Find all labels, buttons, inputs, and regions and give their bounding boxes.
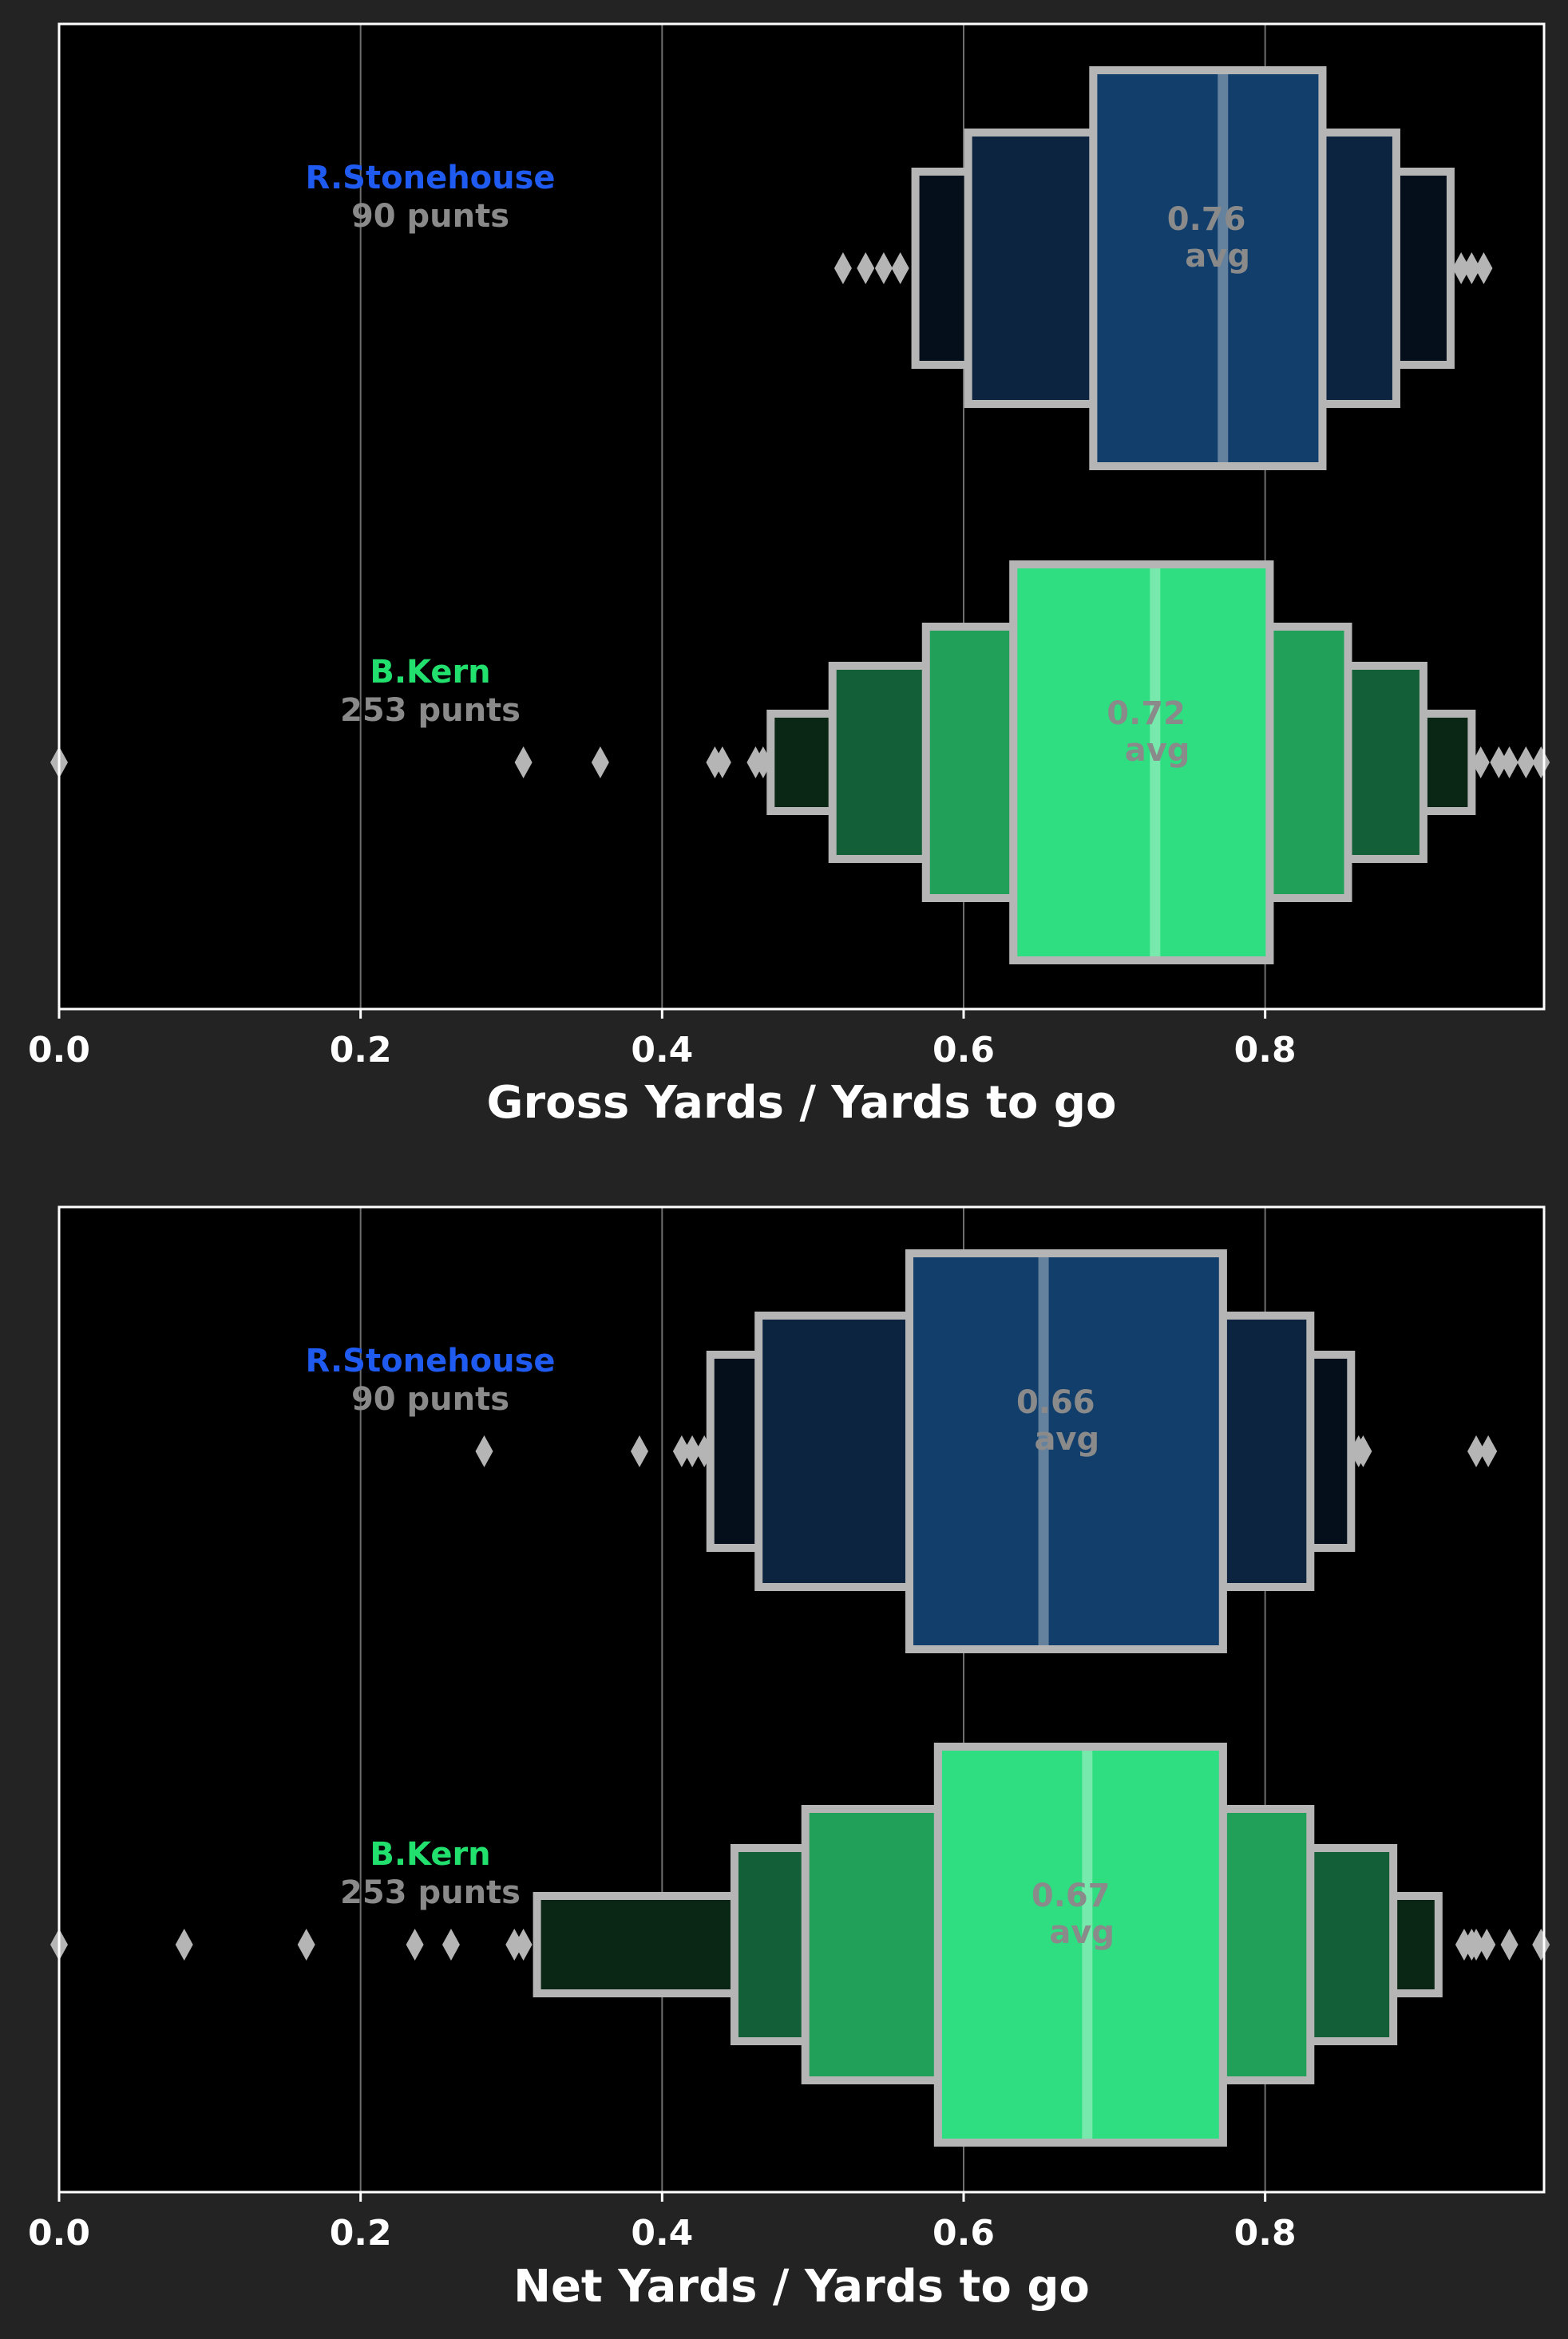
outlier-marker [406, 1929, 424, 1961]
outlier-marker [514, 1929, 533, 1961]
net-tick-label: 0.8 [1234, 2213, 1297, 2254]
gross-tick-label: 0.0 [28, 1030, 90, 1071]
gross-x-ticks: 0.0 0.2 0.4 0.6 0.8 [28, 1009, 1297, 1071]
gross-plot-frame [57, 22, 1546, 1011]
outlier-marker [672, 1435, 691, 1467]
boxen-central-box [1009, 560, 1274, 964]
outlier-marker [1463, 252, 1481, 284]
outlier-marker [1354, 1435, 1372, 1467]
boxen-central-box [933, 1743, 1227, 2147]
outlier-marker [1475, 252, 1493, 284]
avg-word: avg [1185, 238, 1250, 275]
net-plot-frame [57, 1205, 1546, 2194]
net-tick-label: 0.6 [932, 2213, 995, 2254]
punt-count: 90 punts [351, 1381, 509, 1418]
outlier-marker [1517, 746, 1535, 778]
outlier-marker [475, 1435, 493, 1467]
punt-count: 253 punts [340, 692, 521, 729]
outlier-marker [505, 1929, 524, 1961]
gross-tick-label: 0.6 [932, 1030, 995, 1071]
outlier-marker [1500, 746, 1519, 778]
outlier-marker [1490, 746, 1508, 778]
outlier-marker [297, 1929, 315, 1961]
outlier-marker [874, 252, 893, 284]
outlier-marker [713, 746, 731, 778]
outlier-marker [1467, 1435, 1486, 1467]
avg-value: 0.72 [1107, 695, 1186, 732]
gross-tick-label: 0.2 [330, 1030, 392, 1071]
outlier-marker [591, 746, 609, 778]
series-name: B.Kern [370, 1836, 490, 1873]
outlier-marker [1532, 746, 1550, 778]
series-name: R.Stonehouse [305, 160, 555, 196]
net-x-ticks: 0.0 0.2 0.4 0.6 0.8 [28, 2192, 1297, 2254]
avg-value: 0.66 [1016, 1384, 1095, 1421]
outlier-marker [1467, 1929, 1486, 1961]
gross-tick-label: 0.8 [1234, 1030, 1297, 1071]
gross-tick-label: 0.4 [631, 1030, 693, 1071]
outlier-marker [1471, 746, 1490, 778]
avg-word: avg [1049, 1914, 1115, 1951]
punt-count: 253 punts [340, 1874, 521, 1911]
outlier-marker [441, 1929, 460, 1961]
avg-word: avg [1034, 1421, 1099, 1458]
series-name: B.Kern [370, 654, 490, 691]
outlier-marker [833, 252, 852, 284]
outlier-marker [683, 1435, 702, 1467]
outlier-marker [891, 252, 909, 284]
avg-value: 0.76 [1167, 201, 1246, 238]
boxen-central-box [905, 1249, 1227, 1653]
outlier-marker [175, 1929, 193, 1961]
avg-value: 0.67 [1031, 1878, 1111, 1914]
net-tick-label: 0.0 [28, 2213, 90, 2254]
net-tick-label: 0.2 [330, 2213, 392, 2254]
outlier-marker [631, 1435, 649, 1467]
avg-word: avg [1125, 732, 1190, 769]
boxen-central-box [1089, 66, 1327, 470]
outlier-marker [857, 252, 875, 284]
outlier-marker [1478, 1929, 1496, 1961]
outlier-marker [1532, 1929, 1550, 1961]
outlier-marker [514, 746, 533, 778]
net-x-axis-label: Net Yards / Yards to go [513, 2261, 1090, 2313]
outlier-marker [1452, 252, 1471, 284]
gross-x-axis-label: Gross Yards / Yards to go [487, 1077, 1117, 1129]
outlier-marker [1479, 1435, 1498, 1467]
net-tick-label: 0.4 [631, 2213, 693, 2254]
outlier-marker [1500, 1929, 1519, 1961]
series-name: R.Stonehouse [305, 1343, 555, 1379]
punt-count: 90 punts [351, 198, 509, 235]
